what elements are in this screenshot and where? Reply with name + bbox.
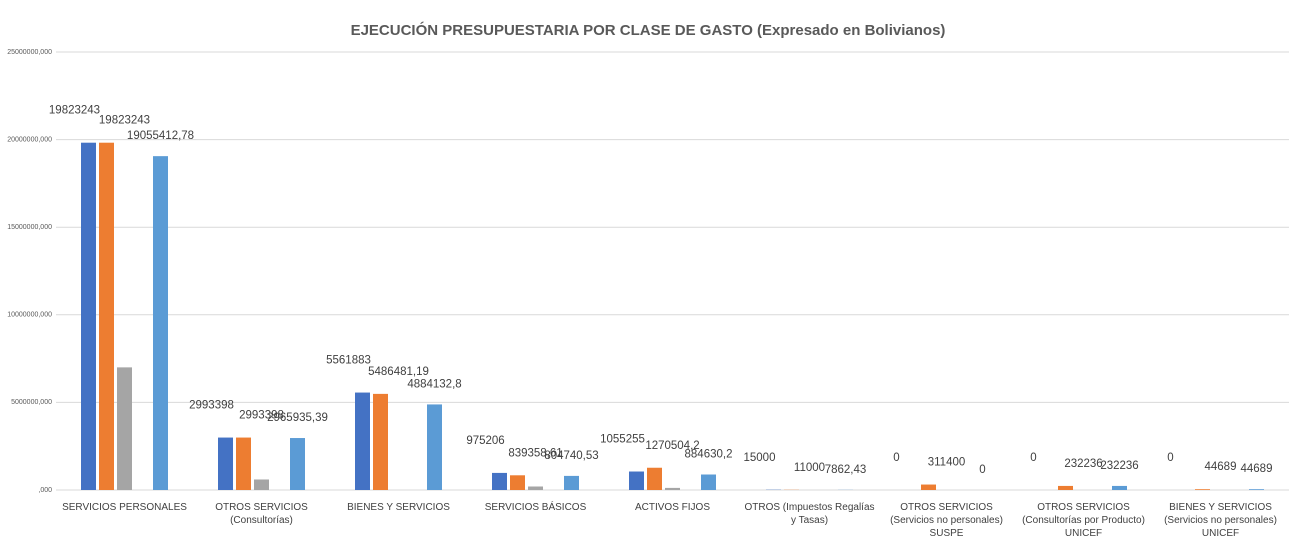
bar: [81, 142, 96, 490]
data-label: 15000: [744, 452, 776, 464]
bar: [1195, 489, 1210, 490]
data-label: 311400: [928, 457, 966, 469]
bar: [1112, 485, 1127, 490]
bar: [1058, 485, 1073, 490]
bar: [290, 438, 305, 490]
data-label: 19823243: [49, 105, 100, 117]
y-tick-label: 15000000,000: [7, 224, 52, 231]
data-label: 5486481,19: [368, 366, 429, 378]
data-label: 11000: [794, 462, 825, 474]
x-tick-label: SERVICIOS BÁSICOS: [484, 502, 587, 513]
bar: [99, 142, 114, 490]
data-label: 44689: [1241, 463, 1273, 475]
bar: [153, 156, 168, 490]
bar: [921, 484, 936, 490]
x-tick-label: ACTIVOS FIJOS: [634, 502, 710, 513]
data-label: 19055412,78: [127, 130, 194, 142]
bar: [510, 475, 525, 490]
bar: [117, 367, 132, 490]
data-label: 0: [1030, 452, 1036, 464]
data-label: 975206: [466, 435, 504, 447]
data-label: 2993398: [189, 400, 234, 412]
data-label: 884630,2: [685, 449, 733, 461]
chart-title: EJECUCIÓN PRESUPUESTARIA POR CLASE DE GA…: [351, 21, 946, 39]
data-label: 1270504,2: [645, 440, 699, 452]
bar: [373, 393, 388, 490]
bar: [528, 486, 543, 490]
data-label: 2993398: [239, 410, 284, 422]
bar: [355, 392, 370, 490]
x-tick-label: OTROS SERVICIOS (Servicios no personales…: [890, 502, 1003, 537]
bar: [564, 475, 579, 490]
x-tick-label: OTROS SERVICIOS (Consultorías): [215, 502, 308, 526]
data-label: 0: [893, 452, 899, 464]
data-label: 44689: [1205, 461, 1237, 473]
data-label: 232236: [1064, 458, 1102, 470]
data-label: 19823243: [99, 115, 150, 127]
bar: [701, 474, 716, 490]
x-tick-label: BIENES Y SERVICIOS (Servicios no persona…: [1164, 502, 1277, 537]
data-label: 4884132,8: [407, 378, 461, 390]
y-tick-label: 10000000,000: [7, 312, 52, 319]
data-label: 0: [979, 464, 985, 476]
bar: [629, 471, 644, 490]
y-tick-label: 25000000,000: [7, 49, 52, 56]
y-tick-label: 5000000,000: [11, 399, 52, 406]
x-tick-label: OTROS SERVICIOS (Consultorías por Produc…: [1022, 502, 1145, 537]
bar: [665, 487, 680, 490]
y-tick-label: ,000: [38, 487, 52, 494]
data-label: 1055255: [600, 434, 645, 446]
y-tick-label: 20000000,000: [7, 136, 52, 143]
data-label: 5561883: [326, 355, 371, 367]
bar: [236, 437, 251, 490]
data-label: 0: [1167, 452, 1173, 464]
bar: [218, 437, 233, 490]
x-tick-label: OTROS (Impuestos Regalías y Tasas): [744, 502, 875, 526]
bar: [1249, 489, 1264, 490]
data-label: 7862,43: [825, 464, 867, 476]
x-tick-label: SERVICIOS PERSONALES: [62, 502, 187, 513]
data-label: 804740,53: [544, 450, 598, 462]
data-label: 2965935,39: [267, 412, 328, 424]
data-label: 232236: [1100, 460, 1138, 472]
bar: [492, 472, 507, 490]
bar: [254, 479, 269, 490]
x-tick-label: BIENES Y SERVICIOS: [347, 502, 450, 513]
bar: [647, 467, 662, 490]
bar: [427, 404, 442, 490]
data-label: 839358,61: [508, 447, 562, 459]
